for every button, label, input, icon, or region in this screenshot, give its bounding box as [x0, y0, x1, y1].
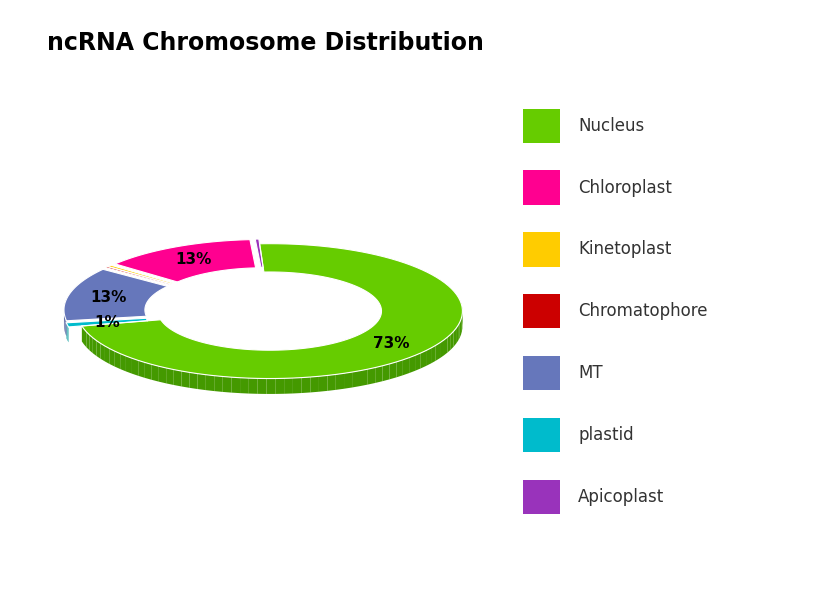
Polygon shape [105, 346, 110, 364]
Polygon shape [139, 361, 145, 378]
Polygon shape [115, 351, 120, 369]
Polygon shape [84, 329, 86, 348]
Text: Kinetoplast: Kinetoplast [579, 240, 671, 259]
Polygon shape [451, 331, 454, 350]
Polygon shape [105, 267, 171, 285]
Polygon shape [64, 269, 168, 321]
Bar [523, 232, 559, 267]
Polygon shape [368, 368, 375, 384]
Polygon shape [110, 349, 115, 367]
Polygon shape [232, 377, 240, 393]
Polygon shape [249, 378, 257, 394]
Polygon shape [375, 366, 383, 383]
Polygon shape [86, 332, 90, 350]
Polygon shape [458, 322, 460, 341]
Polygon shape [301, 377, 310, 393]
Bar [523, 109, 559, 143]
Polygon shape [132, 358, 139, 376]
Polygon shape [166, 368, 173, 385]
Polygon shape [336, 373, 344, 390]
Text: Apicoplast: Apicoplast [579, 488, 665, 506]
Polygon shape [383, 364, 389, 381]
Polygon shape [360, 369, 368, 386]
Polygon shape [173, 370, 182, 387]
Text: Chloroplast: Chloroplast [579, 179, 672, 196]
Polygon shape [82, 243, 462, 379]
Polygon shape [152, 364, 159, 382]
Polygon shape [182, 371, 189, 388]
Polygon shape [100, 343, 105, 362]
Polygon shape [440, 340, 444, 358]
Bar [523, 171, 559, 205]
Polygon shape [284, 378, 293, 394]
Polygon shape [456, 325, 458, 343]
Polygon shape [198, 373, 206, 390]
Polygon shape [206, 375, 214, 391]
Polygon shape [447, 334, 451, 353]
Polygon shape [426, 348, 431, 366]
Bar [523, 480, 559, 514]
Polygon shape [90, 335, 93, 353]
Bar [523, 294, 559, 328]
Polygon shape [159, 366, 166, 383]
Polygon shape [145, 362, 152, 380]
Text: Nucleus: Nucleus [579, 117, 644, 135]
Text: MT: MT [579, 364, 603, 382]
Polygon shape [431, 345, 436, 364]
Polygon shape [409, 356, 415, 373]
Text: Chromatophore: Chromatophore [579, 303, 708, 320]
Text: 13%: 13% [176, 252, 212, 267]
Polygon shape [189, 372, 198, 389]
Bar [523, 418, 559, 453]
Polygon shape [460, 301, 461, 319]
Polygon shape [66, 318, 148, 327]
Polygon shape [108, 265, 173, 284]
Polygon shape [352, 371, 360, 387]
Polygon shape [461, 316, 462, 335]
Polygon shape [120, 354, 126, 371]
Polygon shape [319, 375, 327, 392]
Polygon shape [222, 376, 232, 393]
Polygon shape [454, 328, 456, 346]
Text: plastid: plastid [579, 426, 634, 444]
Polygon shape [310, 376, 319, 392]
Polygon shape [389, 362, 397, 379]
Text: ncRNA Chromosome Distribution: ncRNA Chromosome Distribution [47, 30, 484, 54]
Polygon shape [257, 378, 266, 394]
Polygon shape [460, 319, 461, 338]
Polygon shape [256, 239, 263, 267]
Polygon shape [93, 338, 96, 356]
Polygon shape [82, 326, 84, 345]
Polygon shape [214, 376, 222, 392]
Polygon shape [115, 240, 256, 282]
Polygon shape [240, 378, 249, 393]
Polygon shape [126, 356, 132, 374]
Polygon shape [96, 340, 100, 359]
Polygon shape [421, 351, 426, 368]
Text: 1%: 1% [95, 315, 120, 329]
Polygon shape [444, 337, 447, 355]
Polygon shape [276, 378, 284, 394]
Polygon shape [327, 375, 336, 391]
Text: 13%: 13% [90, 290, 127, 304]
Bar [523, 356, 559, 390]
Polygon shape [293, 378, 301, 393]
Polygon shape [436, 343, 440, 361]
Polygon shape [403, 357, 409, 375]
Polygon shape [266, 379, 276, 394]
Polygon shape [415, 353, 421, 371]
Polygon shape [344, 372, 352, 389]
Polygon shape [397, 360, 403, 378]
Text: 73%: 73% [373, 336, 409, 351]
